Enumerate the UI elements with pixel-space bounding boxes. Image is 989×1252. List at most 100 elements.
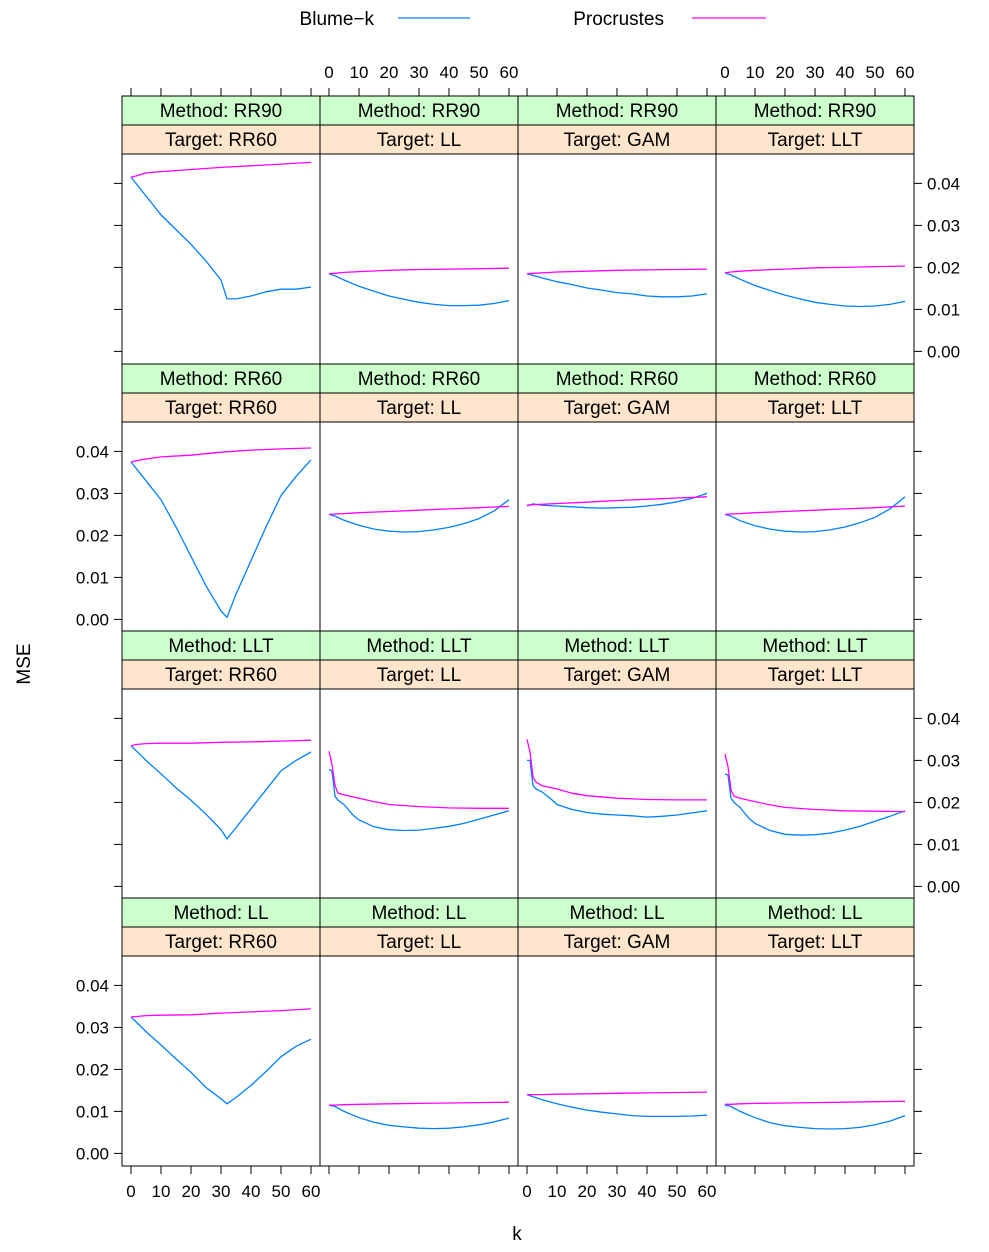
x-tick-label: 40	[836, 63, 855, 82]
x-tick-label: 20	[182, 1182, 201, 1201]
plot-frame	[121, 153, 321, 365]
method-strip-label: Method: LL	[767, 903, 862, 924]
plot-frame	[319, 688, 519, 900]
method-strip-label: Method: LLT	[366, 636, 472, 657]
series-line	[130, 459, 312, 619]
y-tick-label: 0.04	[927, 174, 960, 193]
x-tick-label: 20	[578, 1182, 597, 1201]
method-strip-label: Method: LLT	[762, 636, 868, 657]
target-strip-label: Target: RR60	[165, 398, 277, 419]
method-strip-label: Method: RR90	[754, 101, 877, 122]
target-strip-label: Target: LLT	[768, 932, 863, 953]
y-tick-label: 0.03	[927, 216, 960, 235]
top-x-axis: 0 10 20 30 40 50 60 0 10 20 30 40 50 60	[130, 63, 915, 96]
method-strip	[121, 897, 321, 928]
x-tick-label: 50	[272, 1182, 291, 1201]
series-line	[724, 496, 906, 533]
series-line	[526, 739, 707, 801]
method-strip-label: Method: RR90	[556, 101, 679, 122]
panel: Method: RR90 Target: LLT	[715, 95, 915, 365]
y-tick-label: 0.03	[927, 751, 960, 770]
y-tick-label: 0.00	[76, 1144, 109, 1163]
panel: Method: LL Target: LL	[319, 897, 519, 1167]
y-tick-label: 0.00	[927, 342, 960, 361]
x-tick-label: 50	[866, 63, 885, 82]
target-strip-label: Target: GAM	[564, 665, 671, 686]
method-strip	[715, 363, 915, 394]
x-tick-label: 60	[500, 63, 519, 82]
target-strip-label: Target: GAM	[564, 398, 671, 419]
legend-label: Blume−k	[300, 9, 375, 30]
x-tick-label: 20	[776, 63, 795, 82]
target-strip	[517, 926, 717, 957]
x-tick-label: 40	[242, 1182, 261, 1201]
x-tick-label: 30	[608, 1182, 627, 1201]
y-axis-label: MSE	[14, 643, 35, 684]
target-strip-label: Target: GAM	[564, 932, 671, 953]
x-axis-label: k	[512, 1224, 522, 1245]
series-line	[724, 505, 906, 516]
y-tick-label: 0.02	[76, 526, 109, 545]
panel: Method: RR90 Target: GAM	[517, 95, 717, 365]
series-line	[130, 176, 312, 300]
series-line	[526, 496, 708, 506]
x-tick-label: 30	[212, 1182, 231, 1201]
x-tick-label: 10	[152, 1182, 171, 1201]
x-tick-label: 60	[302, 1182, 321, 1201]
panel: Method: RR60 Target: LLT	[715, 363, 915, 633]
series-line	[328, 267, 510, 275]
target-strip-label: Target: LLT	[768, 130, 863, 151]
panel: Method: LL Target: LLT	[715, 897, 915, 1167]
method-strip-label: Method: LL	[173, 903, 268, 924]
method-strip-label: Method: RR60	[160, 369, 283, 390]
plot-frame	[517, 421, 717, 633]
x-tick-label: 0	[126, 1182, 135, 1201]
y-tick-label: 0.04	[927, 709, 960, 728]
series-line	[527, 759, 708, 818]
x-tick-label: 50	[668, 1182, 687, 1201]
target-strip-label: Target: RR60	[165, 130, 277, 151]
panel: Method: RR90 Target: RR60	[121, 95, 321, 365]
right-y-axis: 0.00 0.01 0.02 0.03 0.04 0.00 0.01 0.02 0.03 0.04	[914, 174, 960, 1154]
method-strip-label: Method: RR60	[754, 369, 877, 390]
series-line	[328, 273, 510, 307]
y-tick-label: 0.01	[927, 835, 960, 854]
panel: Method: RR60 Target: GAM	[517, 363, 717, 633]
target-strip-label: Target: LL	[377, 932, 462, 953]
method-strip	[715, 95, 915, 126]
legend: Blume−k Procrustes	[300, 9, 766, 30]
x-tick-label: 10	[548, 1182, 567, 1201]
series-line	[526, 492, 708, 509]
left-y-axis: 0.00 0.01 0.02 0.03 0.04 0.00 0.01 0.02 0.03 0.04	[76, 182, 122, 1163]
y-tick-label: 0.02	[76, 1060, 109, 1079]
series-line	[724, 773, 906, 836]
panel: Method: RR90 Target: LL	[319, 95, 519, 365]
series-line	[130, 739, 312, 747]
series-line	[328, 1104, 510, 1130]
plot-frame	[121, 421, 321, 633]
y-tick-label: 0.01	[76, 568, 109, 587]
method-strip	[319, 363, 519, 394]
x-tick-label: 60	[698, 1182, 717, 1201]
plot-frame	[319, 153, 519, 365]
y-tick-label: 0.04	[76, 442, 109, 461]
series-line	[328, 505, 510, 516]
series-line	[724, 1104, 906, 1130]
plot-frame	[715, 955, 915, 1167]
target-strip-label: Target: LL	[377, 130, 462, 151]
y-tick-label: 0.00	[76, 610, 109, 629]
y-tick-label: 0.01	[76, 1102, 109, 1121]
bottom-x-axis: 0 10 20 30 40 50 60 0 10 20 30 40 50 60	[126, 1166, 906, 1201]
series-line	[724, 265, 906, 274]
y-tick-label: 0.01	[927, 300, 960, 319]
x-tick-label: 60	[896, 63, 915, 82]
method-strip	[517, 363, 717, 394]
x-tick-label: 10	[350, 63, 369, 82]
series-line	[328, 751, 509, 809]
plot-frame	[121, 955, 321, 1167]
y-tick-label: 0.03	[76, 1018, 109, 1037]
plot-frame	[715, 421, 915, 633]
panel: Method: LL Target: RR60	[121, 897, 321, 1167]
target-strip	[715, 926, 915, 957]
series-line	[329, 1101, 510, 1106]
